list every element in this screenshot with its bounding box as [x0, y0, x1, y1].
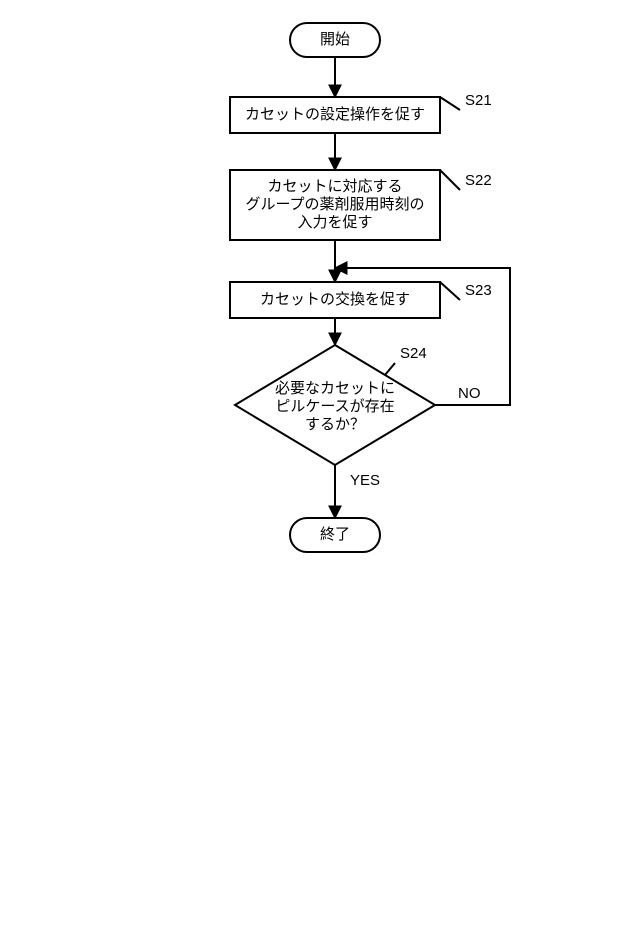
s22-line1: カセットに対応する [267, 178, 402, 195]
yes-label: YES [350, 472, 380, 489]
s23-text: カセットの交換を促す [260, 290, 410, 308]
s22-line2: グループの薬剤服用時刻の [245, 196, 424, 213]
decision-s24: 必要なカセットに ピルケースが存在 するか？ S24 [235, 345, 435, 465]
end-node: 終了 [290, 518, 380, 552]
no-label: NO [458, 385, 481, 402]
end-label: 終了 [320, 526, 350, 543]
process-s22: カセットに対応する グループの薬剤服用時刻の 入力を促す S22 [230, 170, 492, 240]
s21-label: S21 [465, 92, 492, 109]
start-label: 開始 [320, 31, 350, 48]
s21-text: カセットの設定操作を促す [245, 106, 425, 123]
process-s21: カセットの設定操作を促す S21 [230, 92, 492, 133]
flowchart: 開始 カセットの設定操作を促す S21 カセットに対応する グループの薬剤服用時… [0, 0, 640, 926]
start-node: 開始 [290, 23, 380, 57]
s22-label: S22 [465, 172, 492, 189]
process-s23: カセットの交換を促す S23 [230, 282, 492, 318]
s24-line2: ピルケースが存在 [275, 398, 394, 415]
s24-label: S24 [400, 345, 427, 362]
s24-line1: 必要なカセットに [275, 380, 395, 397]
s22-line3: 入力を促す [297, 214, 372, 231]
s23-label: S23 [465, 282, 492, 299]
s24-line3: するか？ [305, 416, 365, 433]
